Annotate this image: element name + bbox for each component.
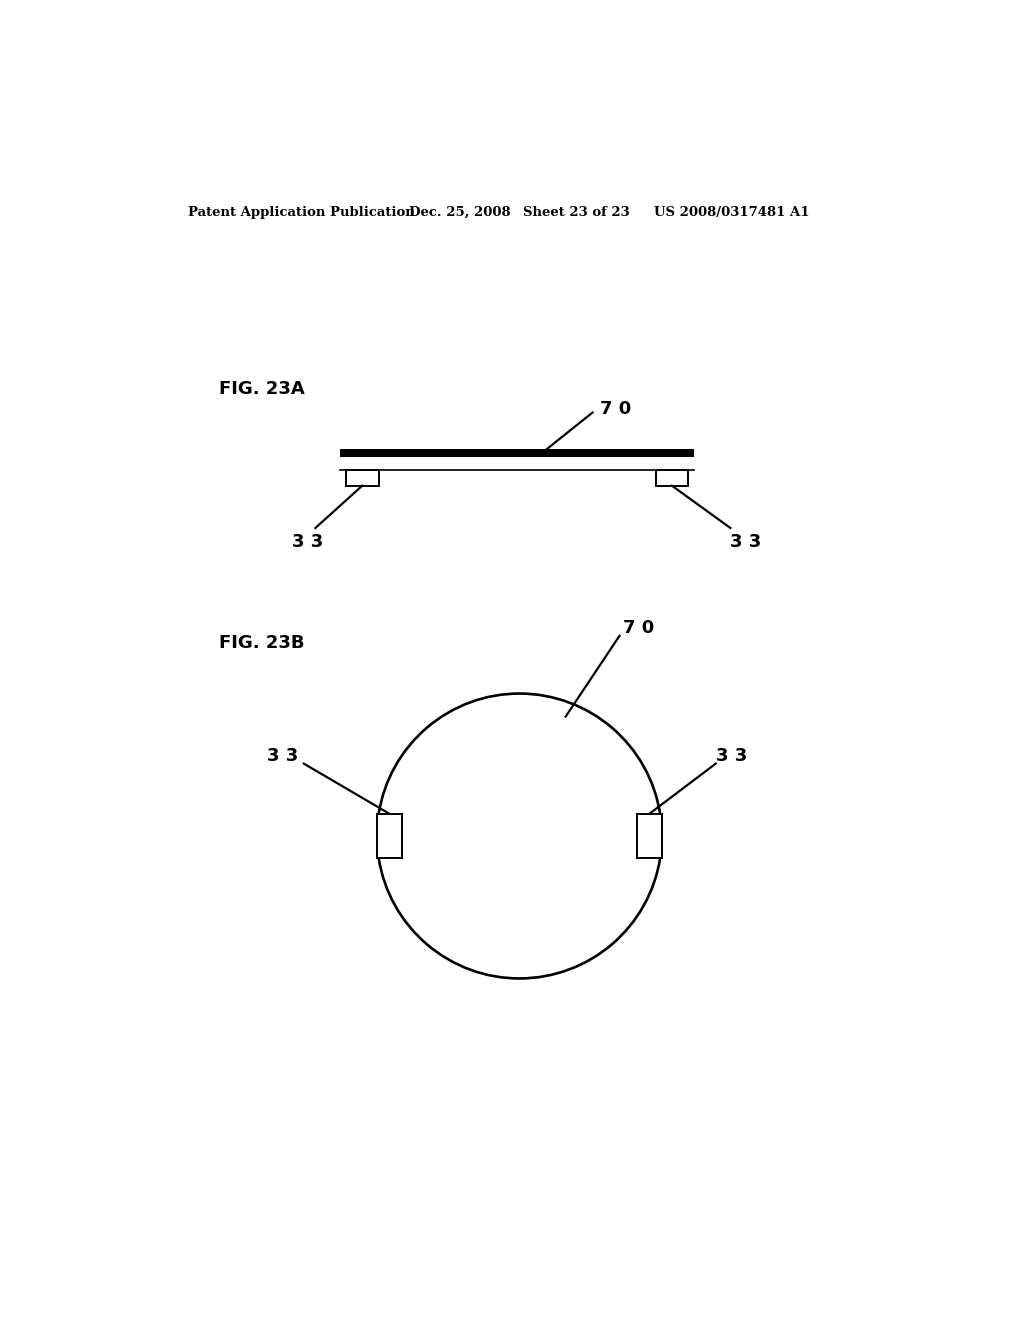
Text: Sheet 23 of 23: Sheet 23 of 23 [523,206,630,219]
Text: 3 3: 3 3 [730,533,762,550]
Text: 3 3: 3 3 [267,747,298,764]
Text: 7 0: 7 0 [624,619,654,638]
Text: 7 0: 7 0 [600,400,632,417]
Text: US 2008/0317481 A1: US 2008/0317481 A1 [654,206,810,219]
Text: FIG. 23B: FIG. 23B [219,635,304,652]
Text: 3 3: 3 3 [716,747,748,764]
Text: 3 3: 3 3 [292,533,324,550]
Text: Dec. 25, 2008: Dec. 25, 2008 [410,206,511,219]
Text: FIG. 23A: FIG. 23A [219,380,305,399]
Bar [637,813,662,858]
Bar [340,449,694,457]
Bar [655,470,688,486]
Bar [377,813,401,858]
Bar [346,470,379,486]
Text: Patent Application Publication: Patent Application Publication [188,206,415,219]
